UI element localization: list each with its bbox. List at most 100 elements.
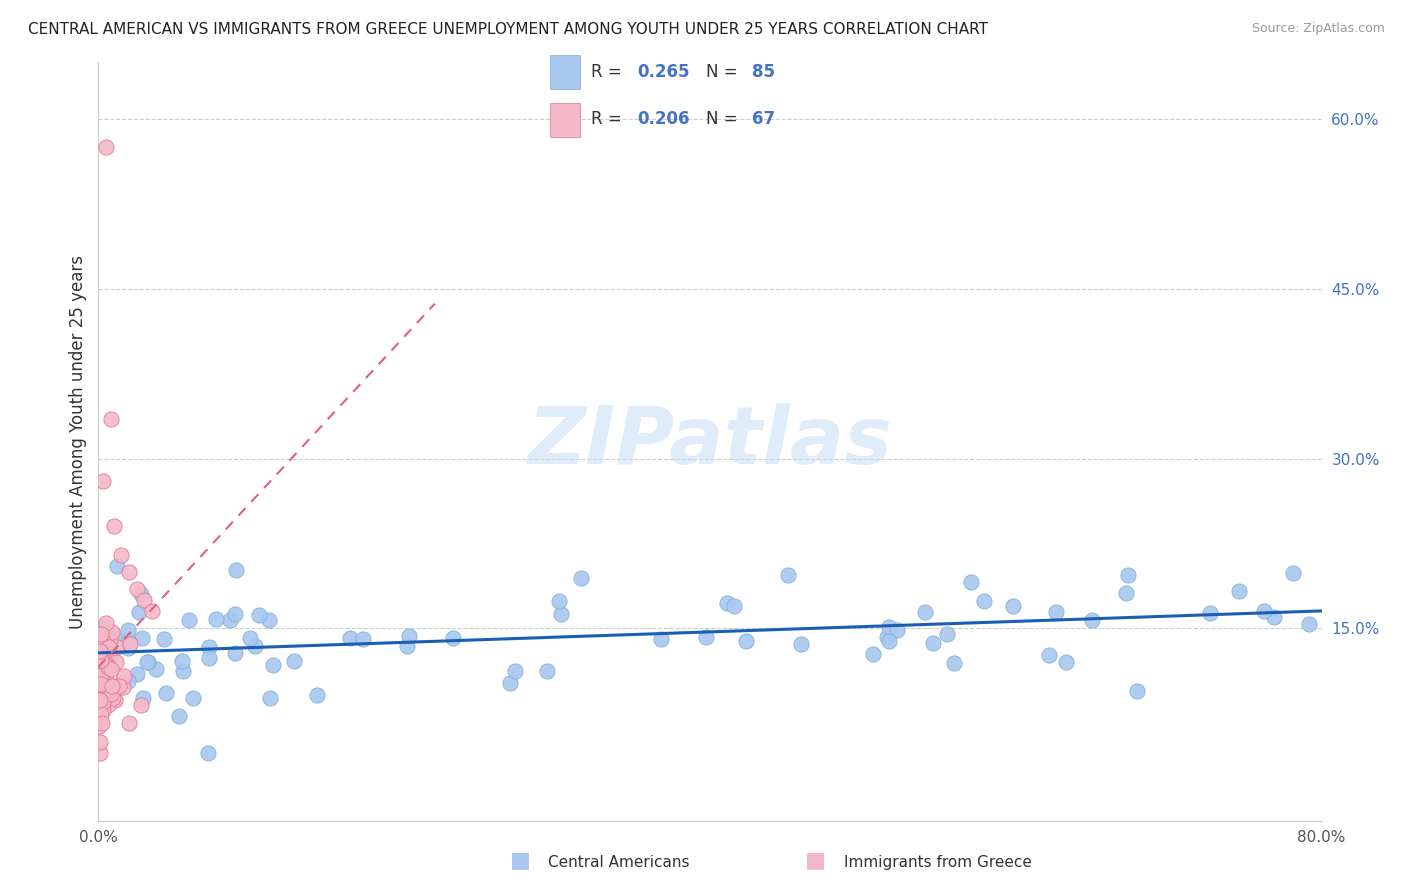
Point (398, 629, 420, 643)
Text: N =: N = (706, 62, 742, 81)
Point (155, 686, 177, 700)
Point (97, 659, 120, 673)
Point (89, 719, 111, 733)
Point (91, 647, 114, 661)
Text: N =: N = (706, 110, 742, 128)
Point (134, 593, 156, 607)
Point (91, 658, 114, 673)
Point (97, 688, 120, 702)
Text: R =: R = (591, 62, 627, 81)
Point (1199, 606, 1222, 620)
Point (118, 715, 141, 730)
Point (91, 669, 114, 683)
Point (224, 646, 246, 660)
Point (135, 655, 157, 669)
Text: 0.265: 0.265 (637, 62, 690, 81)
Point (117, 674, 139, 689)
Point (91, 715, 114, 730)
Point (110, 675, 132, 690)
Point (101, 625, 124, 640)
Point (1054, 655, 1077, 669)
Point (550, 607, 572, 621)
Text: Immigrants from Greece: Immigrants from Greece (844, 855, 1032, 870)
Point (914, 605, 936, 619)
Point (89, 735, 111, 749)
Point (886, 623, 908, 637)
Text: ZIPatlas: ZIPatlas (527, 402, 893, 481)
Point (352, 632, 374, 646)
Point (105, 559, 128, 574)
Point (98, 644, 121, 658)
Point (90, 671, 112, 685)
Point (877, 620, 900, 634)
Point (117, 624, 139, 638)
Text: CENTRAL AMERICAN VS IMMIGRANTS FROM GREECE UNEMPLOYMENT AMONG YOUTH UNDER 25 YEA: CENTRAL AMERICAN VS IMMIGRANTS FROM GREE… (28, 22, 988, 37)
Point (503, 665, 526, 679)
Point (94, 672, 117, 686)
Point (117, 641, 139, 656)
Point (101, 691, 124, 706)
Point (94, 140, 117, 154)
Point (129, 698, 152, 712)
Point (499, 676, 522, 690)
Point (1253, 604, 1275, 618)
Point (100, 687, 122, 701)
Point (1126, 684, 1149, 698)
Point (91, 474, 114, 488)
Point (257, 613, 280, 627)
Point (110, 548, 132, 562)
Point (181, 691, 204, 706)
Point (89, 644, 111, 658)
Point (960, 575, 983, 590)
Point (93, 687, 115, 701)
Point (90, 627, 112, 641)
Point (90, 635, 112, 649)
Point (536, 665, 558, 679)
Point (172, 664, 194, 678)
Point (877, 634, 900, 648)
Point (247, 607, 270, 622)
Point (100, 662, 122, 676)
Point (97, 698, 120, 712)
Point (1081, 613, 1104, 627)
Point (90, 653, 112, 667)
Point (778, 568, 800, 582)
Point (716, 596, 738, 610)
Point (569, 571, 592, 585)
Point (90, 620, 112, 634)
Point (145, 662, 167, 676)
Point (104, 656, 127, 670)
Point (100, 679, 122, 693)
Point (942, 656, 965, 670)
Point (1038, 648, 1060, 662)
Point (93, 633, 115, 648)
Point (198, 640, 221, 655)
Point (118, 633, 141, 648)
Point (89, 693, 111, 707)
Point (91, 647, 114, 661)
Point (141, 604, 163, 618)
Point (789, 637, 811, 651)
Point (132, 690, 155, 705)
Point (131, 632, 153, 646)
Text: Source: ZipAtlas.com: Source: ZipAtlas.com (1251, 22, 1385, 36)
Point (87, 660, 110, 674)
Point (650, 632, 672, 647)
Point (239, 631, 262, 645)
Point (262, 658, 284, 673)
Point (219, 613, 242, 627)
Point (735, 634, 758, 648)
Point (1298, 616, 1320, 631)
Text: 85: 85 (752, 62, 776, 81)
Point (125, 666, 148, 681)
Point (339, 632, 361, 646)
Point (153, 632, 176, 647)
Point (1282, 566, 1305, 580)
Point (1115, 585, 1137, 599)
Point (307, 688, 329, 702)
Point (973, 594, 995, 608)
Point (441, 631, 464, 645)
Point (93, 668, 115, 682)
Text: ■: ■ (806, 850, 825, 870)
Point (1116, 567, 1139, 582)
